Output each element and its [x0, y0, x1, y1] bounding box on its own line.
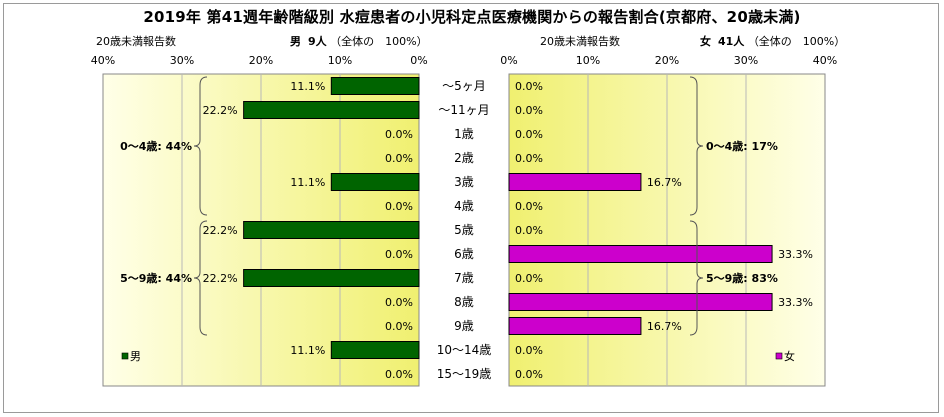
- left-annotation-bracket: [193, 76, 208, 216]
- left-data-label: 22.2%: [203, 104, 238, 117]
- left-annotation-label: 5〜9歳: 44%: [120, 271, 192, 285]
- left-data-label: 0.0%: [385, 128, 413, 141]
- category-label: 15〜19歳: [437, 367, 492, 381]
- left-tick-label: 10%: [328, 54, 352, 67]
- right-tick-label: 30%: [734, 54, 758, 67]
- category-label: 9歳: [454, 319, 474, 333]
- category-label: 3歳: [454, 175, 474, 189]
- right-tick-label: 0%: [500, 54, 517, 67]
- left-data-label: 0.0%: [385, 320, 413, 333]
- right-data-label: 0.0%: [515, 128, 543, 141]
- left-tick-label: 30%: [170, 54, 194, 67]
- right-legend-label: 女: [784, 349, 795, 363]
- right-tick-label: 20%: [655, 54, 679, 67]
- right-data-label: 0.0%: [515, 104, 543, 117]
- category-label: 1歳: [454, 127, 474, 141]
- right-tick-label: 10%: [576, 54, 600, 67]
- category-label: 〜11ヶ月: [438, 103, 489, 117]
- left-legend-label: 男: [130, 350, 141, 363]
- category-label: 5歳: [454, 223, 474, 237]
- left-data-label: 0.0%: [385, 152, 413, 165]
- right-annotation-label: 0〜4歳: 17%: [706, 139, 778, 153]
- right-data-label: 16.7%: [647, 176, 682, 189]
- left-data-label: 0.0%: [385, 296, 413, 309]
- category-label: 6歳: [454, 247, 474, 261]
- chart-title: 2019年 第41週年齢階級別 水痘患者の小児科定点医療機関からの報告割合(京都…: [143, 8, 801, 26]
- left-annotation-label: 0〜4歳: 44%: [120, 139, 192, 153]
- right-tick-label: 40%: [813, 54, 837, 67]
- left-header-label: 20歳未満報告数: [96, 35, 176, 48]
- category-label: 10〜14歳: [437, 343, 492, 357]
- category-label: 〜5ヶ月: [442, 79, 486, 93]
- right-data-label: 0.0%: [515, 200, 543, 213]
- left-bar: [243, 101, 420, 119]
- left-annotation-bracket: [193, 220, 208, 336]
- chart-frame: [3, 3, 939, 413]
- right-header-sex: 女: [700, 35, 711, 48]
- left-bar: [243, 269, 420, 287]
- left-tick-label: 0%: [410, 54, 427, 67]
- left-header-summary: 男 9人 （全体の 100%）: [290, 33, 428, 49]
- right-header-count: 41人: [718, 35, 745, 48]
- category-label: 2歳: [454, 151, 474, 165]
- right-data-label: 33.3%: [778, 296, 813, 309]
- left-data-label: 0.0%: [385, 248, 413, 261]
- left-legend-swatch: [121, 352, 129, 360]
- right-data-label: 0.0%: [515, 152, 543, 165]
- right-annotation-bracket: [689, 220, 704, 336]
- left-bar: [330, 77, 420, 95]
- right-header-share: （全体の 100%）: [747, 35, 846, 48]
- left-data-label: 22.2%: [203, 272, 238, 285]
- left-tick-label: 40%: [91, 54, 115, 67]
- left-data-label: 11.1%: [290, 80, 325, 93]
- left-header-sex: 男: [290, 35, 301, 48]
- left-bar: [330, 173, 420, 191]
- category-label: 8歳: [454, 295, 474, 309]
- category-label: 4歳: [454, 199, 474, 213]
- left-header-share: （全体の 100%）: [330, 35, 428, 48]
- right-data-label: 0.0%: [515, 368, 543, 381]
- left-bar: [243, 221, 420, 239]
- left-header-count: 9人: [308, 35, 327, 48]
- right-annotation-label: 5〜9歳: 83%: [706, 271, 778, 285]
- right-bar: [508, 293, 773, 311]
- left-data-label: 0.0%: [385, 200, 413, 213]
- right-legend-swatch: [775, 352, 783, 360]
- left-data-label: 11.1%: [290, 176, 325, 189]
- right-data-label: 0.0%: [515, 344, 543, 357]
- right-bar: [508, 245, 773, 263]
- left-bar: [330, 341, 420, 359]
- right-data-label: 0.0%: [515, 80, 543, 93]
- right-bar: [508, 173, 642, 191]
- left-data-label: 0.0%: [385, 368, 413, 381]
- right-data-label: 0.0%: [515, 272, 543, 285]
- right-annotation-bracket: [689, 76, 704, 216]
- right-data-label: 33.3%: [778, 248, 813, 261]
- right-bar: [508, 317, 642, 335]
- right-data-label: 16.7%: [647, 320, 682, 333]
- category-label: 7歳: [454, 271, 474, 285]
- left-tick-label: 20%: [249, 54, 273, 67]
- left-data-label: 11.1%: [290, 344, 325, 357]
- right-header-summary: 女 41人 （全体の 100%）: [700, 33, 845, 49]
- left-data-label: 22.2%: [203, 224, 238, 237]
- right-header-label: 20歳未満報告数: [540, 35, 620, 48]
- right-data-label: 0.0%: [515, 224, 543, 237]
